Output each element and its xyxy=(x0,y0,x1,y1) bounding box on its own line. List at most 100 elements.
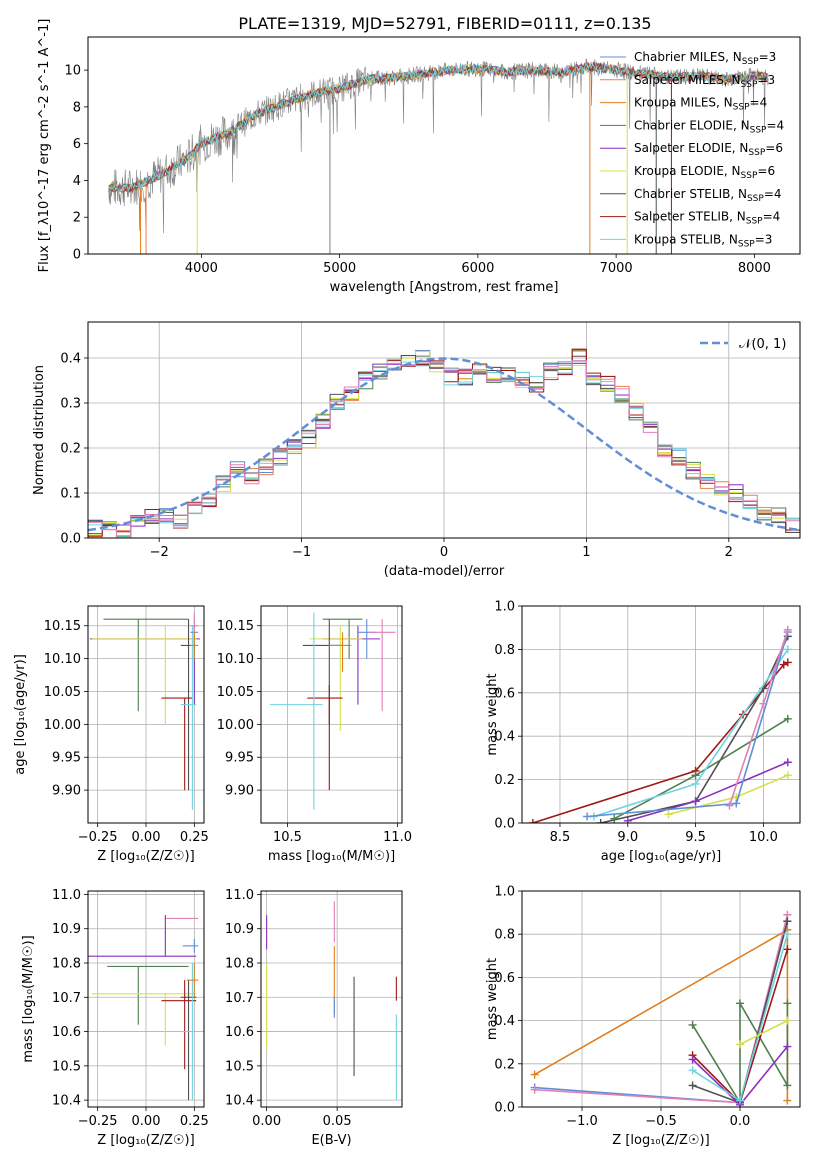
y-tick-label: 0.6 xyxy=(494,971,515,986)
series-marker xyxy=(779,660,788,669)
y-tick-label: 10.5 xyxy=(225,1059,254,1074)
y-tick-label: 10.6 xyxy=(52,1025,81,1040)
series-marker xyxy=(735,999,744,1008)
y-tick-label: 0.6 xyxy=(494,686,515,701)
series-marker xyxy=(725,801,734,810)
series-marker xyxy=(783,1042,792,1051)
series-marker xyxy=(691,771,700,780)
x-axis-label: Z [log₁₀(Z/Z☉)] xyxy=(97,1133,194,1148)
series-marker xyxy=(596,819,605,823)
series-marker xyxy=(783,1081,792,1090)
legend-entry: Chabrier STELIB, NSSP=4 xyxy=(634,187,782,204)
series-marker xyxy=(783,758,792,767)
x-tick-label: 0.00 xyxy=(132,1114,161,1129)
panel-mass_vs_ebv: 0.00 0.05 10.4 10.5 10.6 10.7 10.8 10.9 11.0 E(B-… xyxy=(225,888,403,1148)
y-tick-label: 8 xyxy=(73,100,81,115)
y-tick-label: 10.05 xyxy=(44,685,81,700)
histogram-kroupa_stelib xyxy=(88,358,800,538)
y-axis-label: age [log₁₀(age/yr)] xyxy=(13,654,28,775)
x-axis-label: mass [log₁₀(M/M☉)] xyxy=(268,849,395,864)
y-tick-label: 0.3 xyxy=(60,397,81,412)
axes-frame xyxy=(260,890,403,1108)
y-tick-label: 0.4 xyxy=(494,730,515,745)
series-marker xyxy=(783,645,792,654)
axes-frame xyxy=(87,36,801,255)
plot-area xyxy=(88,348,800,538)
y-tick-label: 10.9 xyxy=(52,922,81,937)
plot-area xyxy=(269,612,396,810)
y-tick-label: 10.8 xyxy=(225,957,254,972)
y-tick-label: 1.0 xyxy=(494,600,515,615)
x-tick-label: 7000 xyxy=(600,261,633,276)
series-marker xyxy=(783,658,792,667)
series-marker xyxy=(688,1020,697,1029)
y-tick-label: 0.0 xyxy=(494,817,515,832)
plot-area xyxy=(108,58,769,254)
series-marker xyxy=(735,1096,744,1105)
panel-age_vs_Z: −0.25 0.00 0.25 9.90 9.95 10.00 10.05 10.10 10.1… xyxy=(13,605,209,864)
series-marker xyxy=(783,625,792,634)
y-tick-label: 1.0 xyxy=(494,885,515,900)
plot-area xyxy=(89,612,201,810)
x-axis-label: age [log₁₀(age/yr)] xyxy=(601,849,722,864)
legend-entry: Salpeter MILES, NSSP=3 xyxy=(634,73,775,90)
y-tick-label: 0 xyxy=(73,248,81,263)
series-marker xyxy=(783,917,792,926)
series-marker xyxy=(691,797,700,806)
legend-entry: Kroupa ELODIE, NSSP=6 xyxy=(634,164,775,181)
x-tick-label: 11.0 xyxy=(383,830,412,845)
x-tick-label: −1 xyxy=(292,545,311,560)
x-axis-label: Z [log₁₀(Z/Z☉)] xyxy=(612,1133,709,1148)
x-tick-label: −0.5 xyxy=(645,1114,677,1129)
panel-age_vs_mass: 10.5 11.0 9.90 9.95 10.00 10.05 10.10 10.15 mass… xyxy=(217,605,412,864)
x-tick-label: 0.25 xyxy=(180,830,209,845)
panel-mass_vs_Z: −0.25 0.00 0.25 10.4 10.5 10.6 10.7 10.8 10.9 11.… xyxy=(21,888,209,1148)
series-marker xyxy=(783,714,792,723)
y-tick-label: 10.4 xyxy=(52,1094,81,1109)
series-marker xyxy=(528,819,537,823)
axes-frame xyxy=(87,321,801,539)
series-marker xyxy=(783,771,792,780)
plot-area xyxy=(88,915,199,1101)
y-tick-label: 0.8 xyxy=(494,928,515,943)
y-tick-label: 9.90 xyxy=(225,784,254,799)
x-axis-label: E(B-V) xyxy=(311,1133,351,1148)
y-tick-label: 10.00 xyxy=(44,718,81,733)
plot-area xyxy=(530,910,792,1107)
series-marker xyxy=(783,1016,792,1025)
x-tick-label: 0.25 xyxy=(180,1114,209,1129)
x-tick-label: 1 xyxy=(582,545,590,560)
axes-frame xyxy=(87,605,205,824)
x-tick-label: 9.5 xyxy=(685,830,706,845)
x-tick-label: 5000 xyxy=(323,261,356,276)
series-marker xyxy=(759,699,768,708)
y-tick-label: 10.4 xyxy=(225,1094,254,1109)
y-tick-label: 0.2 xyxy=(494,1057,515,1072)
x-axis-label: Z [log₁₀(Z/Z☉)] xyxy=(97,849,194,864)
axes-frame xyxy=(260,605,403,824)
series-marker xyxy=(783,945,792,954)
y-tick-label: 10.7 xyxy=(52,991,81,1006)
y-tick-label: 10.10 xyxy=(44,652,81,667)
x-tick-label: −0.25 xyxy=(78,830,118,845)
model-spectrum-kroupa_stelib xyxy=(108,62,769,193)
series-marker xyxy=(610,814,619,823)
plot-area xyxy=(528,625,792,823)
y-tick-label: 10.00 xyxy=(217,718,254,733)
y-tick-label: 10.5 xyxy=(52,1059,81,1074)
y-tick-label: 0.4 xyxy=(494,1014,515,1029)
series-marker xyxy=(583,812,592,821)
panel-massweight_vs_Z: −1.0 −0.5 0.0 0.0 0.2 0.4 0.6 0.8 1.0 Z [log₁₀(Z/… xyxy=(485,885,801,1148)
legend-entry: Salpeter ELODIE, NSSP=6 xyxy=(634,141,783,158)
y-tick-label: 10.15 xyxy=(44,619,81,634)
y-tick-label: 9.90 xyxy=(52,784,81,799)
axes-frame xyxy=(521,890,801,1108)
figure-title: PLATE=1319, MJD=52791, FIBERID=0111, z=0… xyxy=(238,14,651,33)
x-axis-label: wavelength [Angstrom, rest frame] xyxy=(330,280,559,295)
x-tick-label: 0.0 xyxy=(730,1114,751,1129)
y-tick-label: 10.6 xyxy=(225,1025,254,1040)
y-tick-label: 2 xyxy=(73,211,81,226)
panel-0: 4000 5000 6000 7000 8000 0 2 4 6 8 10 wavelength [A… xyxy=(37,19,801,295)
axes-frame xyxy=(521,605,801,824)
x-tick-label: 0.05 xyxy=(323,1114,352,1129)
